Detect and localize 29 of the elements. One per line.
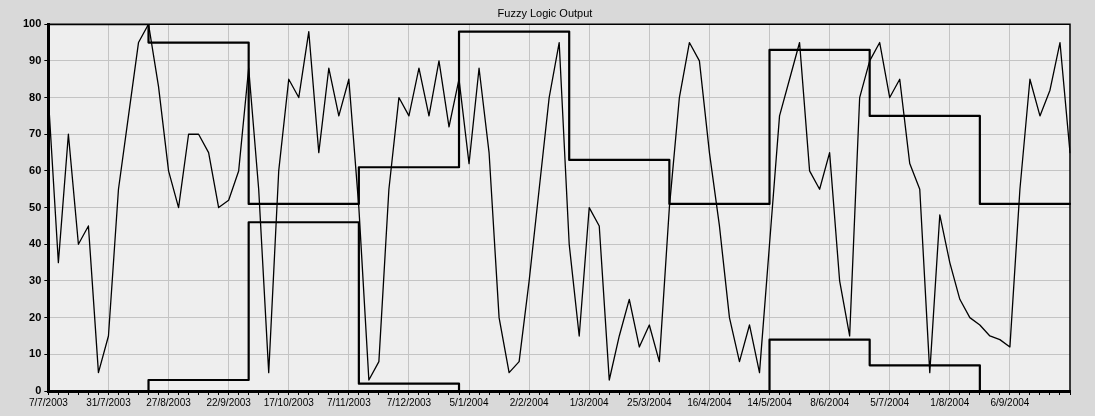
y-tick-label: 100 [22,17,42,30]
x-tick-label: 27/8/2003 [146,396,192,408]
y-tick-label: 50 [29,200,42,213]
y-tick-label: 90 [29,53,42,66]
x-tick-label: 16/4/2004 [687,396,733,408]
x-tick-label: 7/12/2003 [386,396,432,408]
y-tick-label: 70 [29,127,42,140]
y-tick-label: 30 [29,273,42,286]
x-tick-label: 25/3/2004 [627,396,672,408]
x-tick-label: 22/9/2003 [206,396,252,408]
x-tick-label: 17/10/2003 [263,396,315,408]
x-tick-label: 8/6/2004 [810,396,850,408]
x-tick-label: 1/8/2004 [930,396,970,408]
x-tick-label: 7/11/2003 [326,396,372,408]
x-tick-label: 5/1/2004 [449,396,489,408]
x-tick-label: 14/5/2004 [747,396,793,408]
y-tick-label: 80 [29,90,42,103]
y-tick-label: 40 [29,237,42,250]
y-tick-label: 0 [35,384,42,397]
y-tick-label: 10 [29,347,42,360]
x-tick-label: 2/2/2004 [509,396,550,408]
y-tick-label: 20 [29,310,42,323]
x-tick-label: 31/7/2003 [86,396,132,408]
x-tick-label: 6/9/2004 [990,396,1030,408]
chart-title: Fuzzy Logic Output [497,6,593,19]
x-tick-label: 1/3/2004 [569,396,610,408]
y-tick-label: 60 [29,163,42,176]
x-tick-label: 7/7/2003 [28,396,69,408]
x-tick-label: 5/7/2004 [870,396,910,408]
